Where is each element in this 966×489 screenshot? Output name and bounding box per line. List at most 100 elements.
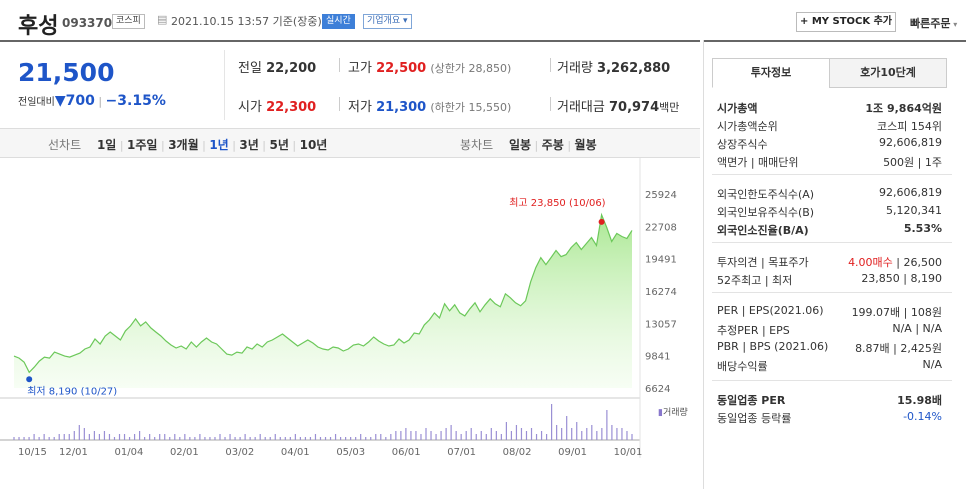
volume-bar (425, 428, 427, 440)
volume-bar (360, 434, 362, 440)
volume-bar (339, 437, 342, 440)
candle-chart-periods: 봉차트 일봉 | 주봉 | 월봉 (460, 136, 597, 153)
volume-bar (103, 431, 106, 440)
price-area (14, 214, 632, 388)
period-1[interactable]: 1주일 (127, 138, 158, 152)
volume-bar (314, 434, 317, 440)
volume-bar (586, 428, 588, 440)
52week-label: 52주최고 | 최저 (717, 274, 793, 287)
x-tick-label: 02/01 (170, 447, 199, 458)
volume-bar (179, 437, 181, 440)
volume-bar (73, 431, 75, 440)
volume-bar (440, 431, 442, 440)
diff-value: 700 (65, 93, 95, 109)
volume-bar (415, 431, 417, 440)
x-tick-label: 12/01 (59, 447, 88, 458)
volume-bar (355, 437, 357, 440)
volume-bar (13, 437, 15, 440)
low-price: 저가 21,300 (하한가 15,550) (348, 96, 511, 115)
volume-bar (329, 437, 332, 440)
diff-pct: −3.15% (105, 93, 166, 109)
period-5[interactable]: 5년 (269, 138, 289, 152)
foreign-info-0-label: 외국인한도주식수(A) (717, 188, 815, 201)
valuation-3-label: 배당수익률 (717, 360, 768, 373)
tab-orderbook[interactable]: 호가10단계 (829, 58, 947, 88)
period-0[interactable]: 1일 (96, 138, 117, 152)
opinion-label: 투자의견 | 목표주가 (717, 256, 809, 269)
sector-change-value: -0.14% (903, 410, 942, 423)
period-4[interactable]: 3년 (239, 138, 259, 152)
volume-bar (53, 437, 55, 440)
down-arrow-icon: ▼ (54, 93, 66, 109)
volume-bar (139, 431, 141, 440)
high-marker (598, 218, 605, 225)
volume-bar (219, 434, 221, 440)
volume-bar (430, 431, 432, 440)
volume-bar (395, 431, 397, 440)
volume-value: 3,262,880 (597, 61, 671, 76)
upper-limit: (상한가 28,850) (430, 62, 512, 75)
period-2[interactable]: 3개월 (168, 138, 199, 152)
volume-bar (616, 428, 618, 440)
valuation-2-value: 8.87배 | 2,425원 (855, 342, 942, 355)
sector-change-label[interactable]: 동일업종 등락률 (717, 412, 792, 425)
sector-per-label[interactable]: 동일업종 PER (717, 394, 786, 407)
volume-bar (194, 437, 196, 440)
volume-bar (284, 437, 286, 440)
volume-bar (350, 437, 352, 440)
y-tick-label: 25924 (645, 190, 677, 201)
quote-datetime: 2021.10.15 13:57 기준(장중) (171, 15, 322, 28)
volume-bar (159, 434, 161, 440)
line-chart-periods: 선차트 1일 | 1주일 | 3개월 | 1년 | 3년 | 5년 | 10년 (48, 136, 327, 153)
side-panel (703, 40, 955, 489)
volume-bar (561, 428, 563, 440)
add-mystock-button[interactable]: + MY STOCK 추가 (796, 12, 896, 32)
valuation-0-label: PER | EPS(2021.06) (717, 304, 824, 317)
separator: | (228, 139, 240, 152)
volume-bar (505, 422, 507, 440)
volume-bar (309, 437, 312, 440)
candle-period-0[interactable]: 일봉 (508, 138, 532, 152)
y-tick-label: 13057 (645, 319, 677, 330)
separator: | (157, 139, 169, 152)
market-info-3-label: 액면가 | 매매단위 (717, 156, 799, 169)
y-tick-label: 9841 (645, 352, 670, 363)
period-6[interactable]: 10년 (299, 138, 328, 152)
y-tick-label: 22708 (645, 222, 677, 233)
volume-bar (390, 434, 392, 440)
foreign-info-1-value: 5,120,341 (886, 204, 942, 217)
realtime-button[interactable]: 실시간 (322, 14, 355, 29)
foreign-info-0-value: 92,606,819 (879, 186, 942, 199)
company-overview-dropdown[interactable]: 기업개요 ▾ (363, 14, 412, 29)
separator (550, 58, 551, 72)
separator: | (531, 139, 542, 152)
quick-order-button[interactable]: 빠른주문 ▾ (910, 15, 957, 31)
tab-investment-info[interactable]: 투자정보 (712, 58, 830, 88)
header-divider (0, 40, 700, 42)
volume-bar (520, 428, 523, 440)
foreign-info-1-label: 외국인보유주식수(B) (717, 206, 815, 219)
valuation-0-value: 199.07배 | 108원 (851, 306, 942, 319)
volume-bar (495, 431, 497, 440)
open-value: 22,300 (266, 100, 317, 115)
volume-bar (455, 431, 457, 440)
market-info-3-value: 500원 | 1주 (883, 156, 942, 169)
price-chart: 25924 22708 19491 16274 13057 9841 6624 10/15 1… (0, 158, 688, 458)
x-tick-label: 01/04 (114, 447, 143, 458)
volume-bar (596, 431, 598, 440)
period-3[interactable]: 1년 (209, 138, 229, 152)
candle-period-1[interactable]: 주봉 (541, 138, 564, 152)
high-annotation: 최고 23,850 (10/06) (509, 197, 605, 209)
volume-bar (525, 431, 528, 440)
divider (712, 242, 952, 243)
market-info-1-value: 코스피 154위 (877, 120, 942, 133)
volume-bar (264, 437, 266, 440)
candle-period-2[interactable]: 월봉 (574, 138, 597, 152)
volume-bar (289, 437, 291, 440)
market-info-1-label[interactable]: 시가총액순위 (717, 120, 778, 133)
volume-bar (530, 428, 533, 440)
volume-bar (480, 431, 482, 440)
volume-bar (254, 437, 256, 440)
prev-value: 22,200 (266, 61, 317, 76)
volume-bar (621, 428, 623, 440)
